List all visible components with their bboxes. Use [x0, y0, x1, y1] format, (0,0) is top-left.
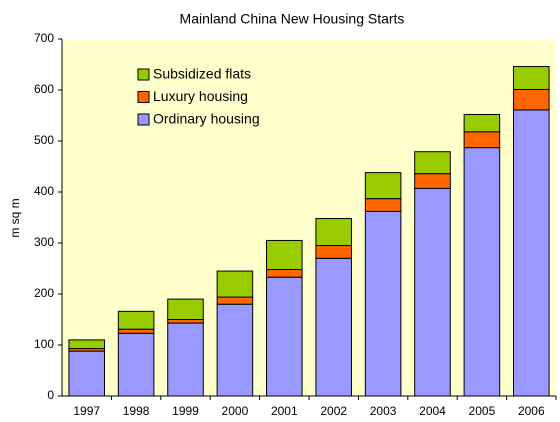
x-tick-label: 2002 [320, 404, 347, 418]
legend-swatch [137, 68, 150, 81]
x-tick-label: 1998 [123, 404, 150, 418]
y-tick-label: 400 [34, 184, 54, 198]
bar-segment [216, 270, 254, 298]
y-tick-label: 500 [34, 133, 54, 147]
bar-segment [414, 151, 451, 175]
bar-segment [513, 66, 550, 90]
bar-segment [414, 173, 451, 189]
x-tick-label: 2005 [469, 404, 496, 418]
y-tick-label: 300 [34, 235, 54, 249]
bar-segment [266, 239, 303, 271]
legend-swatch [137, 91, 150, 103]
x-tick-label: 2001 [271, 404, 298, 418]
bar-segment [315, 218, 352, 247]
bar-segment [364, 172, 402, 200]
bar-segment [463, 147, 501, 397]
bar-segment [68, 339, 105, 350]
bar-segment [117, 310, 155, 330]
x-tick-label: 1997 [73, 404, 100, 418]
bar-segment [513, 88, 550, 111]
legend-label: Ordinary housing [153, 111, 260, 127]
bar-segment [364, 198, 402, 212]
bar-segment [68, 350, 105, 397]
bar-segment [414, 187, 451, 397]
y-axis-label: m sq m [8, 198, 22, 237]
x-tick-label: 2000 [222, 404, 249, 418]
bar-segment [266, 269, 303, 278]
chart-title: Mainland China New Housing Starts [180, 11, 405, 27]
y-tick-label: 600 [34, 82, 54, 96]
bar-segment [117, 332, 155, 397]
x-tick-label: 2003 [370, 404, 397, 418]
bar-segment [364, 210, 402, 397]
bar-segment [167, 298, 204, 321]
bar-segment [266, 276, 303, 397]
legend-label: Luxury housing [153, 88, 248, 104]
x-tick-label: 2006 [518, 404, 545, 418]
legend-label: Subsidized flats [153, 66, 251, 82]
bar-segment [167, 322, 204, 397]
bar-segment [315, 245, 352, 259]
bar-segment [463, 113, 501, 133]
bar-segment [167, 319, 204, 324]
y-tick-label: 0 [47, 388, 54, 402]
x-tick-label: 2004 [419, 404, 446, 418]
y-tick-label: 100 [34, 337, 54, 351]
bar-segment [315, 257, 352, 397]
bar-segment [463, 131, 501, 149]
legend-swatch [137, 113, 150, 126]
bar-segment [216, 296, 254, 305]
bar-segment [117, 328, 155, 334]
bar-segment [216, 303, 254, 397]
bar-segment [513, 109, 550, 397]
y-tick-label: 200 [34, 286, 54, 300]
x-tick-label: 1999 [172, 404, 199, 418]
y-tick-label: 700 [34, 31, 54, 45]
